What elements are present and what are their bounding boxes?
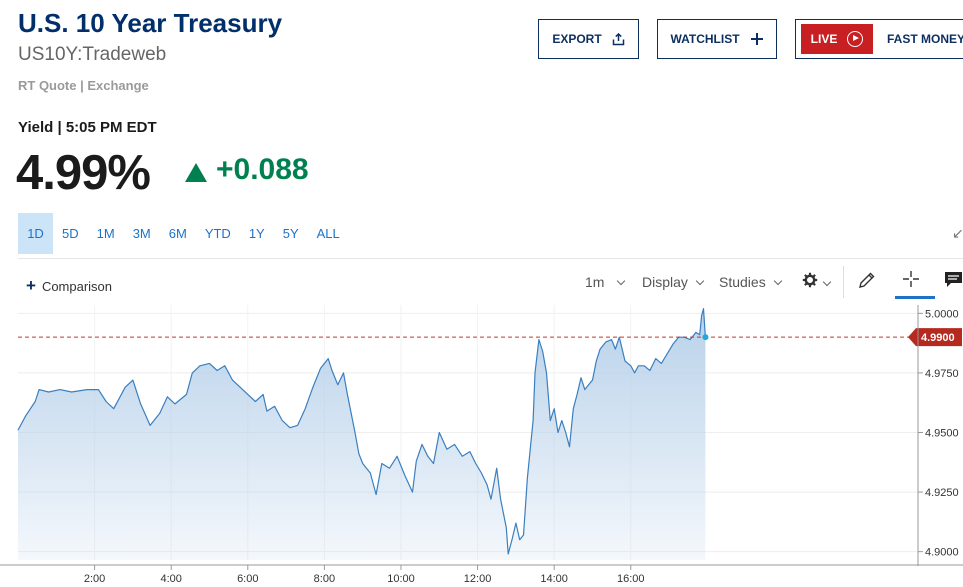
series-area-fill [18, 308, 706, 560]
pencil-icon [859, 272, 875, 288]
range-ytd[interactable]: YTD [204, 226, 231, 241]
interval-dropdown[interactable]: 1m [585, 274, 626, 290]
last-price: 4.99% [16, 146, 151, 200]
last-value-label: 4.9900 [921, 332, 955, 344]
share-icon [612, 32, 624, 45]
x-tick-label: 8:00 [314, 573, 335, 585]
comment-icon [945, 272, 962, 287]
play-icon [847, 31, 864, 47]
x-tick-label: 14:00 [540, 573, 568, 585]
plus-icon [750, 33, 763, 45]
y-tick-label: 4.9000 [925, 547, 959, 559]
active-tool-indicator [895, 296, 935, 299]
last-value-badge [908, 328, 962, 347]
display-label: Display [642, 274, 688, 290]
up-arrow-icon [185, 163, 207, 182]
series-line [17, 308, 706, 555]
range-1d[interactable]: 1D [18, 213, 53, 254]
y-tick-label: 4.9500 [925, 428, 959, 440]
export-button[interactable]: EXPORT [538, 19, 639, 59]
studies-dropdown[interactable]: Studies [719, 274, 782, 290]
settings-dropdown[interactable] [802, 272, 832, 291]
quote-source: RT Quote | Exchange [18, 78, 149, 93]
yield-timestamp: Yield | 5:05 PM EDT [18, 119, 157, 136]
range-3m[interactable]: 3M [132, 226, 151, 241]
range-all[interactable]: ALL [316, 226, 340, 241]
live-badge: LIVE [801, 24, 873, 54]
crosshair-icon [903, 271, 919, 287]
interval-label: 1m [585, 274, 605, 290]
x-tick-label: 2:00 [84, 573, 105, 585]
live-label: LIVE [810, 32, 838, 46]
range-5y[interactable]: 5Y [282, 226, 299, 241]
toolbar-divider [843, 266, 844, 298]
draw-tool-button[interactable] [858, 271, 876, 294]
comparison-label: Comparison [41, 278, 113, 294]
range-1m[interactable]: 1M [96, 226, 115, 241]
display-dropdown[interactable]: Display [642, 274, 705, 290]
annotation-tool-button[interactable] [944, 271, 963, 294]
page-title: U.S. 10 Year Treasury [18, 8, 283, 38]
x-tick-label: 12:00 [464, 573, 492, 585]
studies-label: Studies [719, 274, 766, 290]
range-selector: 1D 5D 1M 3M 6M YTD 1Y 5Y ALL [18, 213, 349, 254]
last-value-marker [702, 334, 709, 341]
range-1y[interactable]: 1Y [248, 226, 265, 241]
plus-icon: + [26, 276, 36, 295]
x-tick-label: 10:00 [387, 573, 415, 585]
export-label: EXPORT [552, 32, 602, 46]
range-5d[interactable]: 5D [62, 226, 79, 241]
price-change: +0.088 [216, 153, 309, 186]
live-tv-button[interactable]: LIVE FAST MONEY [795, 19, 963, 59]
live-show-label: FAST MONEY [886, 32, 963, 46]
divider [18, 258, 963, 259]
y-tick-label: 4.9750 [925, 368, 959, 380]
y-tick-label: 4.9250 [925, 487, 959, 499]
crosshair-tool-button[interactable] [902, 270, 920, 293]
comparison-button[interactable]: + Comparison [26, 276, 112, 296]
x-tick-label: 6:00 [237, 573, 258, 585]
watchlist-button[interactable]: WATCHLIST [657, 19, 777, 59]
gear-icon [802, 272, 818, 288]
x-tick-label: 4:00 [160, 573, 181, 585]
collapse-icon[interactable]: ↙ [952, 225, 963, 241]
ticker-symbol: US10Y:Tradeweb [18, 44, 167, 65]
watchlist-label: WATCHLIST [670, 32, 740, 46]
y-tick-label: 5.0000 [925, 308, 959, 320]
range-6m[interactable]: 6M [168, 226, 187, 241]
x-tick-label: 16:00 [617, 573, 645, 585]
